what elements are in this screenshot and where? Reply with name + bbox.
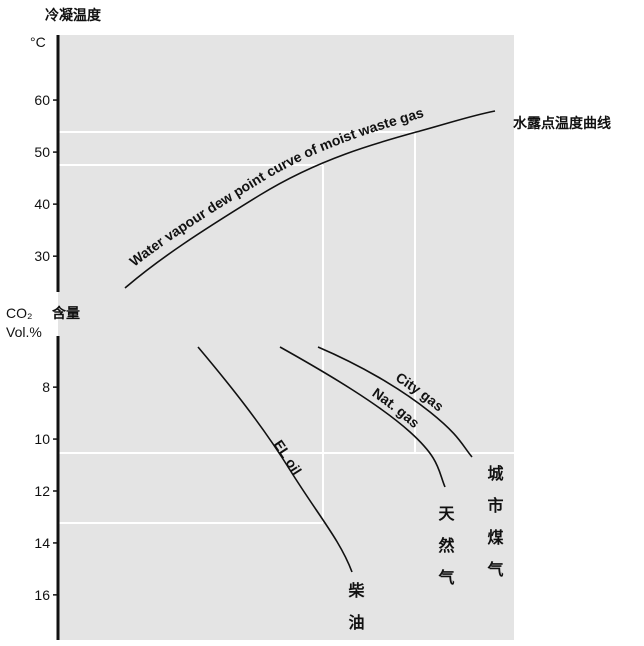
el-oil-curve [197,346,353,573]
tick-label: 50 [34,144,50,160]
tick-label: 60 [34,92,50,108]
city-gas-curve [317,346,473,458]
plot-background [58,35,514,640]
dew-point-curve [124,110,496,289]
tick-label: 40 [34,196,50,212]
tick-label: 8 [42,379,50,395]
y-axis-title: 冷凝温度 [45,7,102,24]
curve-name: 水露点温度曲线 [513,115,611,132]
y2-axis-label: Vol.% [6,324,42,340]
y2-axis-title: 含量 [52,305,80,322]
tick-label: 12 [34,483,50,499]
nat-gas-curve [279,346,446,488]
tick-label: 14 [34,535,50,551]
y2-axis-label: CO₂ [6,305,32,321]
curve-name: 柴油 [346,581,366,646]
curve-name: 城市煤气 [485,465,505,593]
y-axis-unit: °C [30,34,46,50]
tick-label: 30 [34,248,50,264]
tick-label: 10 [34,431,50,447]
tick-label: 16 [34,587,50,603]
guide-lines [58,131,514,524]
curve-name: 天然气 [436,505,456,601]
